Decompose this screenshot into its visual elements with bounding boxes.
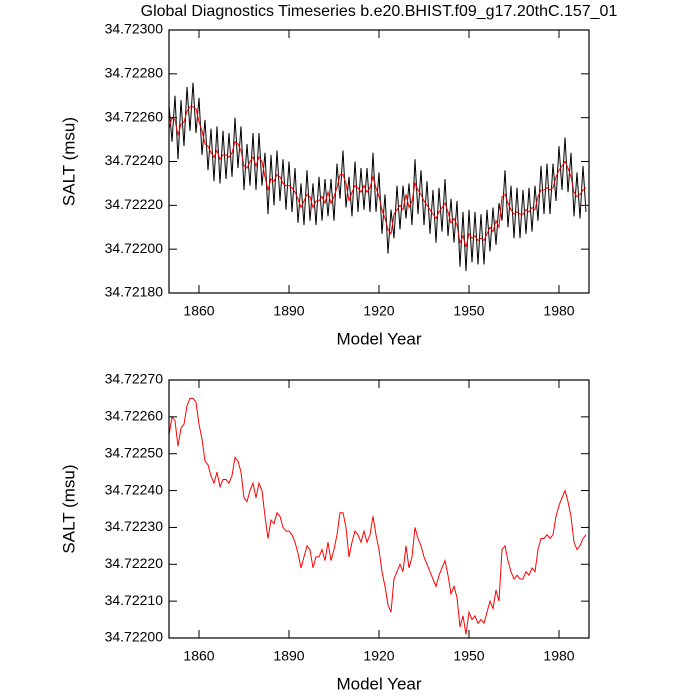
y-tick-label: 34.72240 [105,481,164,497]
y-axis-title: SALT (msu) [59,464,78,553]
x-tick-label: 1860 [183,303,214,319]
x-axis-title: Model Year [336,329,421,348]
plot-frame [168,379,590,639]
y-tick-label: 34.72240 [105,152,164,168]
x-tick-label: 1860 [183,648,214,664]
y-tick-label: 34.72220 [105,555,164,571]
y-tick-label: 34.72270 [105,371,164,387]
data-line [168,106,587,248]
data-line [168,397,587,635]
y-axis-title: SALT (msu) [59,117,78,206]
y-tick-label: 34.72260 [105,408,164,424]
y-tick-label: 34.72200 [105,240,164,256]
x-tick-label: 1920 [363,303,394,319]
chart-title: Global Diagnostics Timeseries b.e20.BHIS… [141,3,618,20]
x-tick-label: 1950 [453,648,484,664]
y-tick-label: 34.72210 [105,592,164,608]
x-tick-label: 1890 [273,303,304,319]
x-tick-label: 1950 [453,303,484,319]
y-tick-label: 34.72180 [105,284,164,300]
y-tick-label: 34.72220 [105,196,164,212]
plot-frame [168,29,590,294]
y-tick-label: 34.72300 [105,21,164,37]
y-tick-label: 34.72250 [105,444,164,460]
x-axis-title: Model Year [336,674,421,693]
data-line [168,82,587,272]
x-tick-label: 1920 [363,648,394,664]
x-tick-label: 1980 [543,303,574,319]
y-tick-label: 34.72260 [105,108,164,124]
x-tick-label: 1890 [273,648,304,664]
y-tick-label: 34.72200 [105,629,164,645]
y-tick-label: 34.72280 [105,65,164,81]
x-tick-label: 1980 [543,648,574,664]
y-tick-label: 34.72230 [105,518,164,534]
